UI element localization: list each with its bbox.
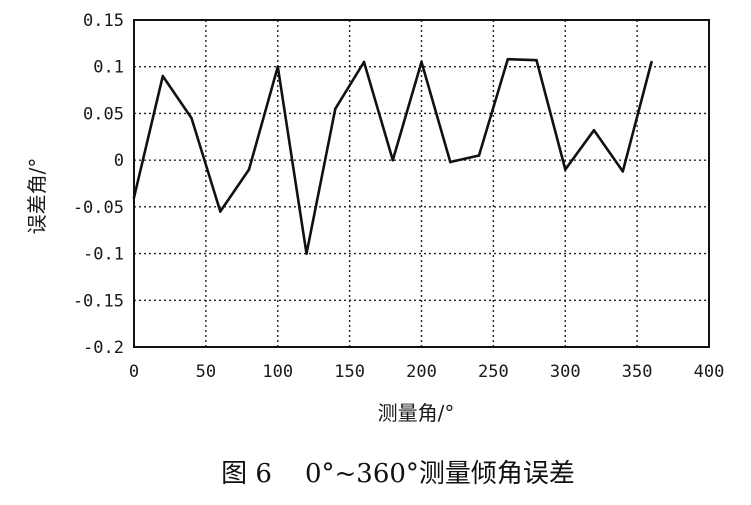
data-point <box>276 65 280 69</box>
data-point <box>161 74 165 78</box>
y-tick-label: 0 <box>114 151 124 171</box>
data-point <box>592 128 596 132</box>
data-points <box>132 57 653 255</box>
x-tick-label: 150 <box>334 362 365 382</box>
data-point <box>218 210 222 213</box>
y-tick-label: 0.1 <box>93 58 124 78</box>
x-tick-label: 0 <box>129 362 139 382</box>
data-point <box>391 158 395 162</box>
data-point <box>132 196 136 199</box>
y-tick-label: -0.05 <box>73 198 124 218</box>
data-point <box>305 252 308 255</box>
y-tick-labels: 0.15 0.1 0.05 0 -0.05 -0.1 -0.15 -0.2 <box>73 11 124 358</box>
x-tick-label: 400 <box>694 362 725 382</box>
y-tick-label: -0.2 <box>83 338 124 358</box>
x-tick-label: 300 <box>550 362 581 382</box>
data-point <box>420 60 423 64</box>
data-point <box>362 60 366 64</box>
y-tick-label: 0.05 <box>83 104 124 124</box>
plot-frame <box>133 19 710 348</box>
x-tick-label: 50 <box>196 362 216 382</box>
data-point <box>650 60 653 64</box>
x-axis-label: 测量角/° <box>378 401 455 425</box>
error-series-line <box>132 57 653 255</box>
y-tick-label: -0.1 <box>83 245 124 265</box>
figure-caption: 图 6 0°~360°测量倾角误差 <box>221 459 575 489</box>
x-tick-label: 100 <box>262 362 293 382</box>
y-tick-label: 0.15 <box>83 11 124 31</box>
y-axis-label: 误差角/° <box>25 158 49 235</box>
data-point <box>506 57 510 61</box>
grid-lines <box>134 20 709 347</box>
data-point <box>448 160 452 164</box>
data-point <box>535 58 538 62</box>
data-point <box>621 170 625 173</box>
x-tick-label: 350 <box>622 362 653 382</box>
data-point <box>477 154 481 157</box>
data-point <box>563 168 567 171</box>
x-tick-label: 250 <box>478 362 509 382</box>
x-tick-labels: 0 50 100 150 200 250 300 350 400 <box>129 362 724 382</box>
data-point <box>247 168 251 171</box>
y-tick-label: -0.15 <box>73 291 124 311</box>
x-tick-label: 200 <box>406 362 437 382</box>
data-point <box>190 116 193 120</box>
data-point <box>333 107 337 111</box>
